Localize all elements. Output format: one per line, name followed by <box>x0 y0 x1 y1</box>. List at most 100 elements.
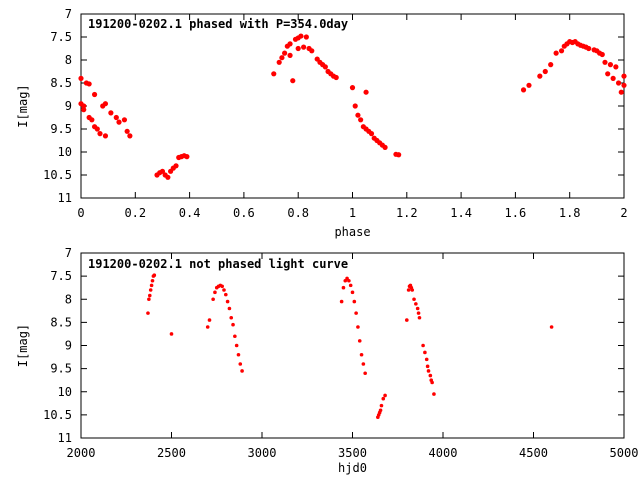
data-point <box>89 117 95 123</box>
y-tick-label: 7 <box>65 246 72 260</box>
y-tick-label: 8 <box>65 53 72 67</box>
data-point <box>127 133 133 139</box>
data-point <box>148 288 153 292</box>
data-point <box>287 41 293 47</box>
data-point <box>333 74 339 81</box>
data-point <box>586 45 592 52</box>
x-tick-label: 4000 <box>429 446 458 460</box>
data-point <box>428 373 433 378</box>
data-point <box>81 107 87 113</box>
data-point <box>416 311 421 315</box>
data-point <box>396 152 402 158</box>
data-point <box>426 369 431 373</box>
x-tick-label: 0.8 <box>287 206 309 220</box>
data-point <box>81 103 87 109</box>
data-point <box>301 44 307 50</box>
data-point <box>298 33 304 39</box>
data-point <box>282 50 288 56</box>
data-point <box>113 114 119 121</box>
data-point <box>363 89 369 95</box>
data-point <box>91 91 98 98</box>
data-point <box>368 131 375 137</box>
data-point <box>359 352 364 357</box>
y-tick-label: 9 <box>65 99 72 113</box>
data-point <box>430 380 434 385</box>
data-point <box>605 71 611 77</box>
data-point <box>147 293 152 298</box>
data-point <box>233 334 237 339</box>
data-point <box>382 144 388 150</box>
data-point <box>276 59 282 65</box>
data-point <box>417 315 422 320</box>
data-point <box>355 112 361 118</box>
data-point <box>309 48 315 54</box>
x-tick-label: 0.4 <box>179 206 201 220</box>
data-point <box>341 285 346 290</box>
data-point <box>205 325 210 329</box>
data-point <box>383 393 387 398</box>
plot-title: 191200-0202.1 not phased light curve <box>88 257 348 271</box>
data-point <box>184 154 190 160</box>
data-point <box>615 80 622 86</box>
data-point <box>207 318 212 322</box>
x-tick-label: 1.6 <box>505 206 527 220</box>
data-point <box>146 311 150 315</box>
y-tick-label: 7 <box>65 7 72 21</box>
data-point <box>379 403 384 408</box>
data-point <box>236 352 241 357</box>
x-tick-label: 3500 <box>338 446 367 460</box>
x-tick-label: 2000 <box>67 446 96 460</box>
data-point <box>425 364 430 369</box>
data-point <box>356 325 360 329</box>
data-point <box>415 306 420 311</box>
data-point <box>613 64 619 70</box>
data-point <box>354 311 358 315</box>
y-tick-label: 9.5 <box>50 122 72 136</box>
data-point <box>159 168 166 174</box>
data-point <box>220 284 224 289</box>
y-tick-label: 10.5 <box>43 168 72 182</box>
plot-title: 191200-0202.1 phased with P=354.0day <box>88 17 348 31</box>
data-point <box>424 357 429 362</box>
data-point <box>405 318 409 322</box>
data-point <box>357 339 362 343</box>
data-point <box>271 71 277 77</box>
data-point <box>432 392 436 396</box>
data-point <box>78 75 84 81</box>
y-tick-label: 11 <box>58 431 72 445</box>
data-point <box>149 283 154 288</box>
data-point <box>169 332 174 336</box>
data-point <box>150 278 155 283</box>
data-point <box>124 128 130 134</box>
data-point <box>222 288 226 292</box>
data-point <box>211 297 215 302</box>
data-point <box>102 101 109 107</box>
x-tick-label: 0 <box>77 206 84 220</box>
data-point <box>295 45 301 52</box>
data-point <box>381 396 386 401</box>
data-point <box>240 369 244 373</box>
data-point <box>86 81 92 87</box>
data-point <box>607 62 614 68</box>
data-point <box>227 306 232 311</box>
data-point <box>358 117 364 123</box>
data-point <box>121 117 128 123</box>
data-point <box>542 68 548 75</box>
x-tick-label: 1.4 <box>450 206 472 220</box>
y-tick-label: 9 <box>65 339 72 353</box>
data-point <box>231 322 235 327</box>
data-point <box>526 82 532 88</box>
data-points <box>146 273 554 419</box>
data-point <box>618 89 624 95</box>
data-point <box>553 50 559 56</box>
data-point <box>363 371 367 376</box>
y-tick-label: 7.5 <box>50 30 72 44</box>
data-point <box>287 52 293 59</box>
x-tick-label: 5000 <box>610 446 639 460</box>
data-point <box>378 408 383 413</box>
data-point <box>290 78 296 84</box>
data-point <box>102 133 109 139</box>
x-tick-label: 1.8 <box>559 206 581 220</box>
